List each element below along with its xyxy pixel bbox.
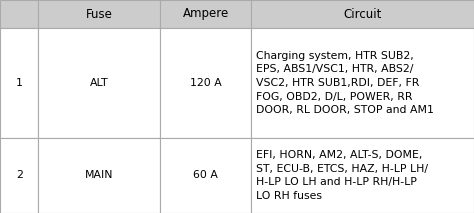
- Bar: [38, 138, 160, 213]
- Text: Fuse: Fuse: [86, 7, 113, 20]
- Bar: [251, 0, 474, 28]
- Text: Charging system, HTR SUB2,
EPS, ABS1/VSC1, HTR, ABS2/
VSC2, HTR SUB1,RDI, DEF, F: Charging system, HTR SUB2, EPS, ABS1/VSC…: [256, 51, 434, 115]
- Bar: [251, 28, 474, 138]
- Text: 120 A: 120 A: [190, 78, 221, 88]
- Text: 2: 2: [16, 170, 23, 180]
- Text: Ampere: Ampere: [182, 7, 229, 20]
- Bar: [0, 28, 38, 138]
- Text: 60 A: 60 A: [193, 170, 218, 180]
- Bar: [38, 28, 160, 138]
- Bar: [38, 0, 160, 28]
- Text: EFI, HORN, AM2, ALT-S, DOME,
ST, ECU-B, ETCS, HAZ, H-LP LH/
H-LP LO LH and H-LP : EFI, HORN, AM2, ALT-S, DOME, ST, ECU-B, …: [256, 150, 428, 201]
- Text: 1: 1: [16, 78, 23, 88]
- Bar: [160, 28, 251, 138]
- Bar: [0, 138, 38, 213]
- Text: Circuit: Circuit: [343, 7, 382, 20]
- Bar: [160, 138, 251, 213]
- Bar: [251, 138, 474, 213]
- Text: MAIN: MAIN: [85, 170, 113, 180]
- Bar: [0, 0, 38, 28]
- Text: ALT: ALT: [90, 78, 109, 88]
- Bar: [160, 0, 251, 28]
